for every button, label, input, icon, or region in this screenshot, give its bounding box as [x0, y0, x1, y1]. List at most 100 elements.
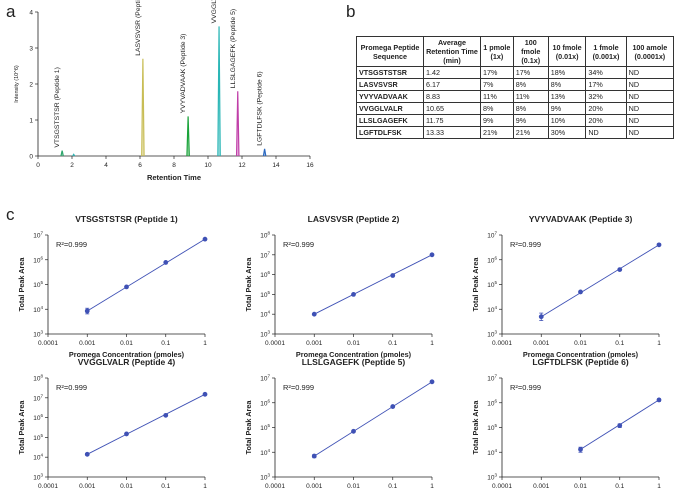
y-tick-exponent: 5: [267, 423, 270, 428]
y-tick-label: 107: [487, 231, 497, 240]
y-tick-exponent: 6: [40, 413, 43, 418]
table-cell: 10%: [547, 114, 587, 127]
y-tick-label: 104: [487, 448, 497, 457]
table-header-cell: Promega Peptide Sequence: [356, 36, 424, 67]
y-tick-exponent: 7: [40, 231, 43, 236]
x-tick-label: 1: [657, 483, 661, 490]
data-point: [124, 431, 129, 437]
x-tick-label: 8: [172, 162, 176, 169]
data-point: [390, 273, 396, 278]
chart-title: LGFTDLFSK (Peptide 6): [532, 357, 629, 367]
y-tick-exponent: 6: [267, 398, 270, 403]
x-tick-label: 0.1: [615, 483, 624, 490]
peak-8.83: [186, 116, 190, 157]
x-tick-label: 14: [272, 162, 280, 169]
r-squared-label: R²=0.999: [510, 240, 541, 249]
y-tick-exponent: 5: [494, 280, 497, 285]
y-tick-exponent: 5: [494, 423, 497, 428]
y-tick-label: 105: [33, 433, 43, 442]
y-axis-title: Total Peak Area: [17, 400, 26, 455]
table-cell: LGFTDLFSK: [356, 126, 424, 139]
y-tick-label: 105: [487, 280, 497, 289]
data-point: [617, 267, 623, 272]
y-axis-title: Total Peak Area: [244, 400, 253, 455]
data-point: [124, 284, 129, 290]
table-cell: 20%: [585, 114, 627, 127]
calibration-peptide1: VTSGSTSTSR (Peptide 1) 0.0001 0.001 0.01 0.1…: [17, 214, 208, 359]
x-tick-label: 0.01: [120, 340, 133, 347]
y-tick-exponent: 6: [267, 270, 270, 275]
y-tick-label: 103: [33, 473, 43, 482]
y-tick-exponent: 3: [40, 330, 43, 335]
table-cell: 20%: [585, 102, 627, 115]
panel-label-b: b: [346, 2, 356, 21]
table-header-cell: 1 pmole (1x): [480, 36, 514, 67]
table-cell: ND: [625, 114, 675, 127]
table-cell: 8%: [480, 102, 514, 115]
y-axis-title: Intensity (10^6): [14, 65, 20, 103]
data-point: [538, 314, 544, 320]
x-tick-label: 0.001: [533, 340, 550, 347]
y-tick-exponent: 4: [494, 305, 497, 310]
r-squared-label: R²=0.999: [283, 240, 314, 249]
data-point: [390, 404, 396, 409]
data-point: [311, 453, 317, 459]
table-cell: 30%: [547, 126, 587, 139]
y-tick-exponent: 5: [40, 280, 43, 285]
table-row: VTSGSTSTSR 1.42 17% 17% 18% 34% ND: [356, 66, 675, 79]
x-tick-label: 0.0001: [492, 483, 512, 490]
peak-1.42: [60, 150, 64, 157]
table-cell: 17%: [585, 78, 627, 91]
x-tick-label: 1: [657, 340, 661, 347]
x-tick-label: 0.001: [533, 483, 550, 490]
x-tick-label: 0.1: [161, 340, 170, 347]
x-tick-label: 0.01: [574, 483, 587, 490]
r-squared-label: R²=0.999: [510, 383, 541, 392]
x-tick-label: 0.0001: [265, 483, 285, 490]
y-tick-label: 107: [260, 374, 270, 383]
table-row: VVGGLVALR 10.65 8% 8% 9% 20% ND: [356, 102, 675, 115]
y-tick-label: 105: [33, 280, 43, 289]
x-tick-label: 0.1: [388, 340, 397, 347]
y-tick-label: 103: [487, 330, 497, 339]
x-tick-label: 1: [203, 340, 207, 347]
y-tick-label: 107: [33, 393, 43, 402]
table-cell: 13.33: [423, 126, 481, 139]
fit-line: [541, 244, 660, 318]
table-cell: 9%: [512, 114, 549, 127]
y-tick-exponent: 7: [40, 393, 43, 398]
y-tick-label: 106: [33, 255, 43, 264]
y-tick-label: 103: [260, 473, 270, 482]
y-tick-exponent: 6: [40, 255, 43, 260]
x-tick-label: 1: [430, 483, 434, 490]
y-tick-label: 106: [33, 413, 43, 422]
data-point: [351, 292, 356, 297]
peak-label: VVGGLVALR (Peptide 4): [211, 0, 218, 23]
fit-line: [314, 254, 433, 315]
y-tick-label: 4: [29, 9, 33, 16]
y-axis-title: Total Peak Area: [471, 400, 480, 455]
data-point: [202, 391, 208, 397]
retention-cv-table: Promega Peptide Sequence Average Retentio…: [356, 36, 675, 139]
x-axis-title: Retention Time: [147, 173, 201, 182]
y-tick-exponent: 5: [40, 433, 43, 438]
x-tick-label: 10: [204, 162, 212, 169]
chart-title: VTSGSTSTSR (Peptide 1): [75, 214, 178, 224]
x-tick-label: 0.01: [347, 340, 360, 347]
table-cell: YVYVADVAAK: [356, 90, 424, 103]
y-tick-label: 107: [260, 250, 270, 259]
table-header-cell: 10 fmole (0.01x): [547, 36, 587, 67]
peak-label: LLSLGAGEFK (Peptide 5): [230, 9, 237, 88]
x-tick-label: 0: [36, 162, 40, 169]
table-cell: ND: [625, 66, 675, 79]
x-tick-label: 1: [430, 340, 434, 347]
y-tick-exponent: 4: [267, 448, 270, 453]
data-point: [578, 447, 583, 452]
peak-10.65: [217, 26, 221, 157]
peak-13.33: [262, 148, 267, 157]
table-cell: ND: [625, 78, 675, 91]
x-tick-label: 0.01: [574, 340, 587, 347]
table-cell: 11%: [512, 90, 549, 103]
y-tick-label: 106: [260, 398, 270, 407]
y-tick-exponent: 7: [494, 231, 497, 236]
